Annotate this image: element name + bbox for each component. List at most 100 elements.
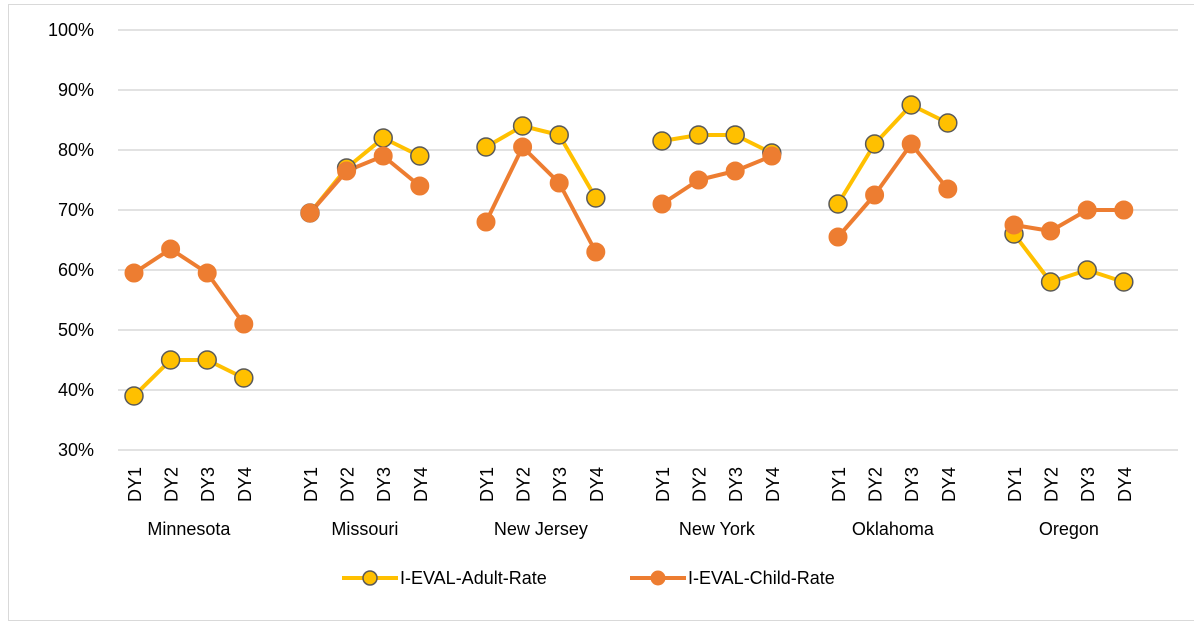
x-tick-label: DY1 bbox=[829, 467, 849, 502]
data-point bbox=[901, 134, 921, 154]
data-point bbox=[234, 314, 254, 334]
x-tick-label: DY2 bbox=[338, 467, 358, 502]
x-tick-label: DY1 bbox=[301, 467, 321, 502]
data-point bbox=[513, 137, 533, 157]
data-point bbox=[865, 185, 885, 205]
x-tick-label: DY4 bbox=[411, 467, 431, 502]
data-point bbox=[725, 125, 745, 145]
x-tick-label: DY2 bbox=[162, 467, 182, 502]
series-line bbox=[1013, 208, 1124, 233]
series-line bbox=[132, 358, 245, 398]
x-tick-label: DY1 bbox=[653, 467, 673, 502]
data-point bbox=[586, 188, 606, 208]
data-point bbox=[1040, 272, 1061, 292]
legend-label: I-EVAL-Child-Rate bbox=[688, 568, 835, 588]
y-tick-label: 100% bbox=[48, 20, 94, 40]
data-point bbox=[1077, 200, 1097, 220]
data-point bbox=[901, 95, 921, 115]
data-point bbox=[161, 239, 181, 259]
data-point bbox=[762, 146, 782, 166]
legend-marker bbox=[650, 570, 666, 586]
x-tick-label: DY1 bbox=[477, 467, 497, 502]
gridlines bbox=[118, 29, 1178, 451]
x-tick-label: DY3 bbox=[1078, 467, 1098, 502]
series-line bbox=[836, 103, 949, 206]
x-tick-label: DY3 bbox=[198, 467, 218, 502]
data-point bbox=[160, 350, 181, 370]
y-tick-label: 60% bbox=[58, 260, 94, 280]
data-point bbox=[124, 263, 144, 283]
group-label: Missouri bbox=[331, 519, 398, 539]
group-label: Oklahoma bbox=[852, 519, 935, 539]
y-axis: 30% 40% 50% 60% 70% 80% 90% 100% bbox=[48, 20, 94, 460]
series-markers-child-rate bbox=[124, 134, 1134, 334]
x-tick-label: DY4 bbox=[1115, 467, 1135, 502]
legend-marker bbox=[362, 570, 378, 586]
data-point bbox=[864, 134, 885, 154]
series-line bbox=[308, 154, 422, 215]
legend: I-EVAL-Adult-Rate I-EVAL-Child-Rate bbox=[342, 568, 835, 588]
series-line bbox=[660, 154, 773, 206]
series-adult-rate bbox=[132, 103, 1125, 398]
y-tick-label: 90% bbox=[58, 80, 94, 100]
x-tick-label: DY2 bbox=[1042, 467, 1062, 502]
x-tick-label: DY2 bbox=[514, 467, 534, 502]
data-point bbox=[476, 137, 496, 157]
data-point bbox=[300, 203, 320, 223]
group-label: Minnesota bbox=[147, 519, 231, 539]
data-point bbox=[337, 161, 357, 181]
x-tick-label: DY2 bbox=[866, 467, 886, 502]
group-label: Oregon bbox=[1039, 519, 1099, 539]
data-point bbox=[938, 179, 958, 199]
legend-item: I-EVAL-Adult-Rate bbox=[342, 568, 547, 588]
legend-label: I-EVAL-Adult-Rate bbox=[400, 568, 547, 588]
data-point bbox=[410, 176, 430, 196]
data-point bbox=[1004, 215, 1024, 235]
data-point bbox=[549, 173, 569, 193]
group-label: New Jersey bbox=[494, 519, 588, 539]
series-line bbox=[1012, 232, 1125, 284]
y-tick-label: 30% bbox=[58, 440, 94, 460]
data-point bbox=[652, 194, 672, 214]
series-line bbox=[484, 145, 598, 253]
y-tick-label: 80% bbox=[58, 140, 94, 160]
x-tick-label: DY3 bbox=[374, 467, 394, 502]
data-point bbox=[1114, 200, 1134, 220]
data-point bbox=[586, 242, 606, 262]
group-label: New York bbox=[679, 519, 756, 539]
data-point bbox=[652, 131, 672, 151]
data-point bbox=[234, 368, 254, 388]
series-child-rate bbox=[132, 142, 1124, 326]
x-tick-label: DY1 bbox=[1005, 467, 1025, 502]
series-line bbox=[661, 133, 773, 155]
data-point bbox=[828, 227, 848, 247]
x-tick-label: DY4 bbox=[763, 467, 783, 502]
data-point bbox=[549, 125, 569, 145]
data-point bbox=[725, 161, 745, 181]
data-point bbox=[410, 146, 430, 166]
chart-area bbox=[8, 4, 1194, 621]
series-line bbox=[132, 247, 246, 326]
data-point bbox=[688, 125, 709, 145]
x-tick-label: DY3 bbox=[550, 467, 570, 502]
series-line bbox=[485, 124, 598, 200]
x-tick-label: DY4 bbox=[235, 467, 255, 502]
data-point bbox=[689, 170, 709, 190]
series-line bbox=[836, 142, 950, 239]
y-tick-label: 40% bbox=[58, 380, 94, 400]
series-markers-adult-rate bbox=[124, 95, 1134, 406]
data-point bbox=[828, 194, 848, 214]
x-tick-label: DY2 bbox=[690, 467, 710, 502]
data-point bbox=[197, 350, 217, 370]
data-point bbox=[124, 386, 144, 406]
data-point bbox=[373, 128, 393, 148]
x-tick-label: DY4 bbox=[939, 467, 959, 502]
x-tick-label: DY3 bbox=[726, 467, 746, 502]
data-point bbox=[1114, 272, 1134, 292]
x-tick-label: DY1 bbox=[125, 467, 145, 502]
y-tick-label: 50% bbox=[58, 320, 94, 340]
data-point bbox=[1041, 221, 1061, 241]
y-tick-label: 70% bbox=[58, 200, 94, 220]
data-point bbox=[197, 263, 217, 283]
